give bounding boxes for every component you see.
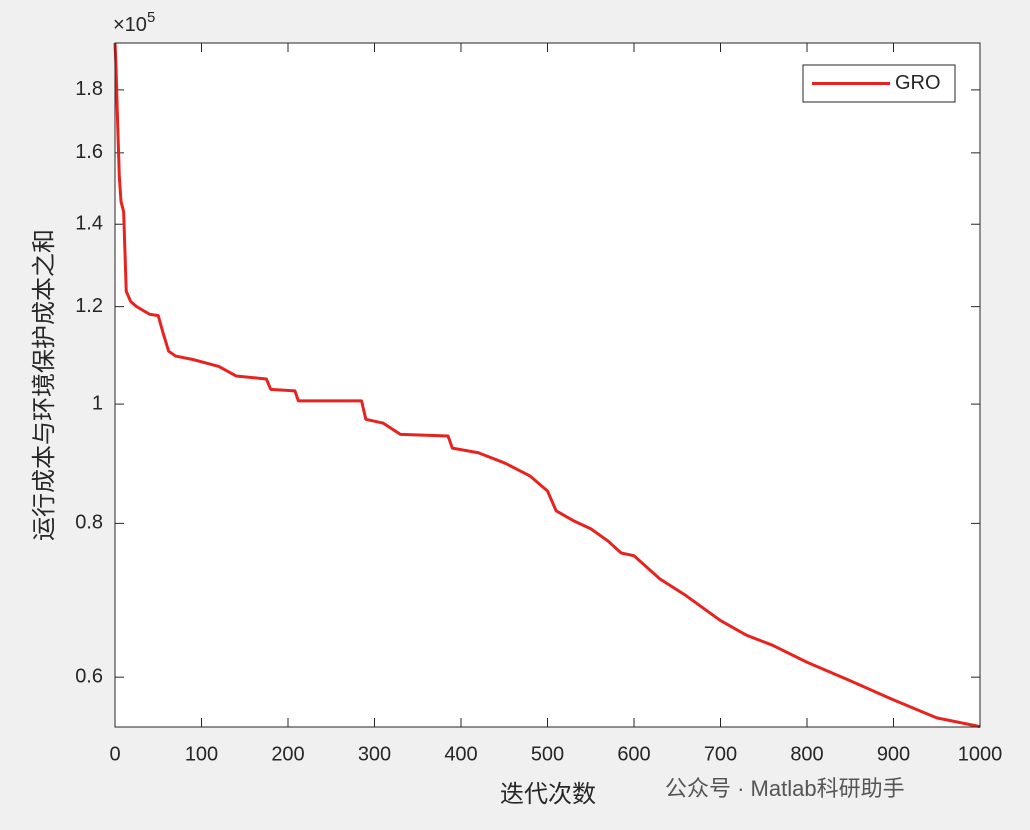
x-tick-label: 200 (271, 743, 304, 765)
x-tick-label: 800 (790, 743, 823, 765)
x-tick-label: 500 (531, 743, 564, 765)
y-tick-label: 1.8 (75, 78, 103, 100)
x-tick-label: 400 (444, 743, 477, 765)
x-axis-label: 迭代次数 (500, 780, 596, 808)
x-tick-label: 1000 (958, 743, 1003, 765)
y-multiplier-exponent: 5 (147, 9, 155, 26)
y-tick-label: 1.4 (75, 213, 103, 235)
x-tick-label: 600 (617, 743, 650, 765)
y-axis-label: 运行成本与环境保护成本之和 (30, 229, 58, 541)
y-tick-label: 1 (92, 392, 103, 414)
x-tick-label: 100 (185, 743, 218, 765)
y-tick-label: 0.8 (75, 512, 103, 534)
y-tick-label: 0.6 (75, 665, 103, 687)
data-line (113, 42, 981, 729)
legend-label: GRO (895, 72, 941, 94)
y-tick-label: 1.2 (75, 295, 103, 317)
x-tick-label: 900 (877, 743, 910, 765)
y-tick-label: 1.6 (75, 141, 103, 163)
watermark: 公众号 · Matlab科研助手 (665, 776, 905, 801)
axes-background (115, 43, 980, 727)
y-multiplier: ×105 (113, 9, 155, 36)
y-multiplier-base: ×10 (113, 14, 147, 36)
axes-box (114, 42, 981, 728)
x-tick-label: 0 (109, 743, 120, 765)
x-tick-label: 700 (704, 743, 737, 765)
x-tick-label: 300 (358, 743, 391, 765)
legend: GRO (802, 64, 956, 103)
